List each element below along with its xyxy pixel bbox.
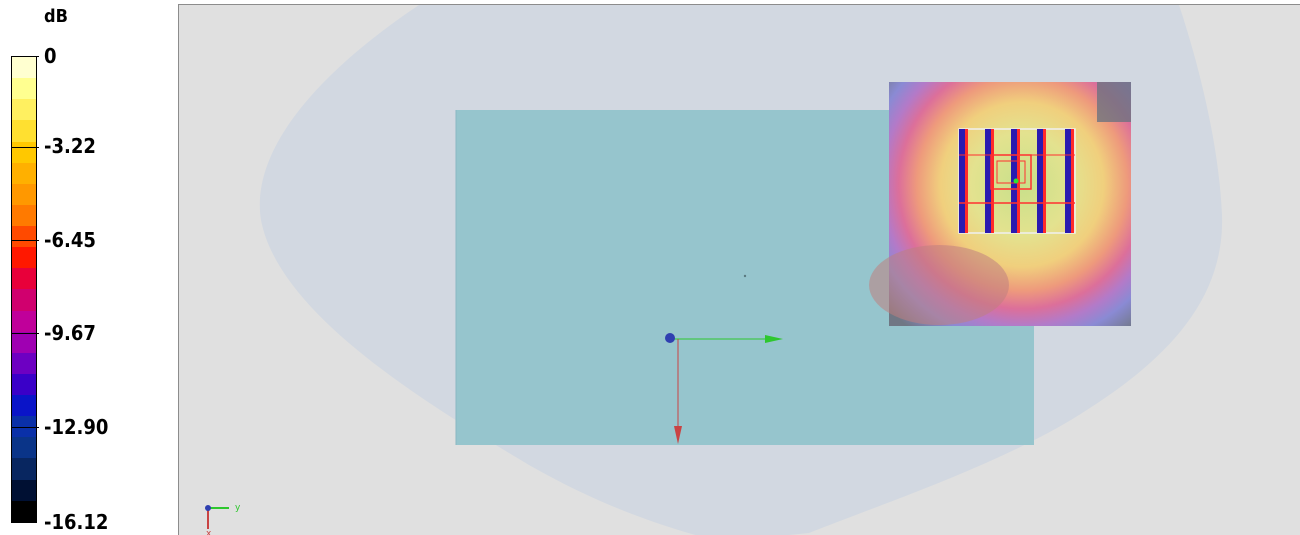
colormap-swatch: [12, 183, 36, 205]
legend-tick-label-2: -6.45: [44, 228, 96, 252]
colormap-swatch: [12, 289, 36, 311]
axis-triad: y x: [205, 503, 241, 535]
colormap-swatch: [12, 78, 36, 100]
legend-tick-mark: [11, 147, 39, 148]
legend-tick-mark: [11, 56, 39, 57]
3d-viewport[interactable]: y x: [178, 4, 1300, 535]
scene-canvas: y x: [205, 5, 1223, 535]
legend-tick-mark: [11, 240, 39, 241]
colormap-swatch: [12, 395, 36, 417]
antenna-array: [958, 128, 1076, 234]
colormap-swatch: [12, 268, 36, 290]
colormap-swatch: [12, 57, 36, 79]
axis-y-label: y: [235, 503, 241, 513]
legend-tick-mark: [11, 333, 39, 334]
legend-tick-label-0: 0: [44, 44, 57, 68]
legend-tick-mark: [11, 427, 39, 428]
colormap-swatch: [12, 352, 36, 374]
legend-tick-label-4: -12.90: [44, 415, 109, 439]
colormap-swatch: [12, 437, 36, 459]
colormap-swatch: [12, 373, 36, 395]
colormap-swatch: [12, 99, 36, 121]
colormap-swatch: [12, 479, 36, 501]
colormap-swatch: [12, 226, 36, 248]
legend-tick-label-5: -16.12: [44, 510, 109, 534]
colormap-swatch: [12, 204, 36, 226]
colormap-swatch: [12, 162, 36, 184]
colormap-swatch: [12, 310, 36, 332]
colormap-swatch: [12, 247, 36, 269]
legend-tick-label-1: -3.22: [44, 134, 96, 158]
colormap-swatch: [12, 141, 36, 163]
legend-tick-label-3: -9.67: [44, 321, 96, 345]
colormap-swatch: [12, 500, 36, 522]
colormap-swatch: [12, 458, 36, 480]
colormap-swatch: [12, 416, 36, 438]
legend-unit-label: dB: [44, 6, 68, 27]
coordinate-frame: [665, 333, 783, 444]
colormap-swatch: [12, 120, 36, 142]
axis-x-label: x: [206, 529, 212, 535]
colormap-swatch: [12, 331, 36, 353]
field-overlay: [869, 82, 1131, 326]
colormap-legend: dB 0 -3.22 -6.45 -9.67 -12.90 -16.12: [0, 0, 178, 535]
colormap-bar: [11, 56, 37, 523]
